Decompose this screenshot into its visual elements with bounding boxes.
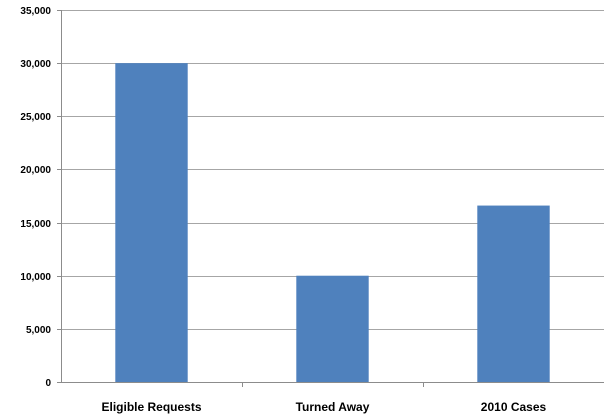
y-tick-label: 10,000 bbox=[20, 272, 51, 283]
y-tick-labels: 0 5,000 10,000 15,000 20,000 25,000 30,000 35,0… bbox=[20, 6, 61, 389]
y-tick-label: 35,000 bbox=[20, 6, 51, 17]
y-tick-label: 25,000 bbox=[20, 112, 51, 123]
x-tick-label: Turned Away bbox=[296, 400, 370, 414]
axes bbox=[61, 10, 604, 383]
y-tick-label: 15,000 bbox=[20, 219, 51, 230]
y-tick-label: 5,000 bbox=[26, 325, 51, 336]
bar bbox=[477, 205, 550, 382]
y-tick-label: 30,000 bbox=[20, 59, 51, 70]
x-tick-labels: Eligible Requests Turned Away 2010 Cases bbox=[101, 382, 547, 414]
y-tick-label: 20,000 bbox=[20, 165, 51, 176]
bars bbox=[115, 63, 550, 383]
x-tick-label: 2010 Cases bbox=[481, 400, 547, 414]
bar bbox=[296, 275, 369, 382]
y-tick-label: 0 bbox=[45, 378, 51, 389]
bar bbox=[115, 63, 188, 383]
x-tick-label: Eligible Requests bbox=[101, 400, 201, 414]
